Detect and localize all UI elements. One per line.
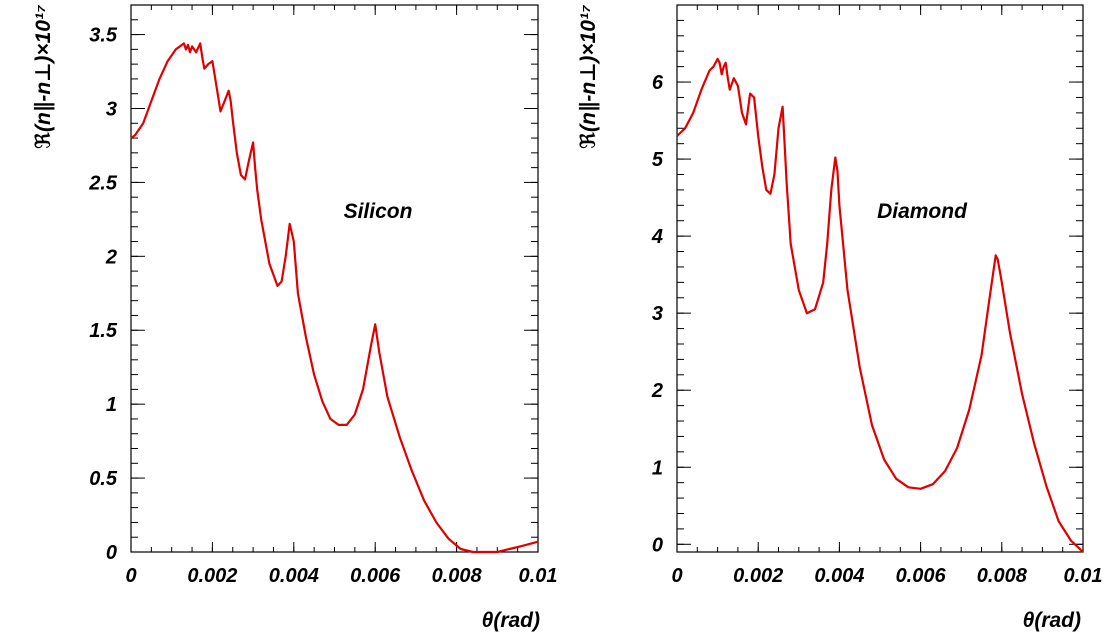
x-tick-label: 0.008 [432,565,483,587]
y-tick-label: 0 [106,542,117,564]
x-tick-label: 0.002 [187,565,237,587]
series-line [130,42,539,554]
x-tick-label: 0.01 [1064,565,1103,587]
y-tick-label: 3 [652,303,663,325]
y-tick-label: 1 [652,457,663,479]
silicon-panel: 0 0.002 0.004 0.006 0.008 0.01 0 0.5 1 1.5 2 2.5 3 3.… [32,4,557,632]
y-tick-label: 2.5 [88,172,118,194]
y-tick-label: 1 [106,394,117,416]
x-tick-label: 0.006 [896,565,947,587]
material-annotation: Diamond [877,200,968,223]
y-tick-label: 1.5 [89,320,118,342]
x-tick-label: 0.01 [519,565,558,587]
x-tick-label: 0.002 [733,565,783,587]
y-tick-label: 5 [652,149,664,171]
y-tick-label: 2 [105,246,117,268]
axis-ticks [676,4,1084,552]
plot-frame [130,4,539,553]
y-tick-label: 2 [651,380,663,402]
y-tick-label: 6 [652,72,664,94]
material-annotation: Silicon [344,200,413,223]
y-tick-label: 0.5 [89,468,118,490]
diamond-panel: 0 0.002 0.004 0.006 0.008 0.01 0 1 2 3 4 5 6 Diamond… [577,4,1103,632]
y-tick-label: 4 [651,226,663,248]
x-tick-label: 0.006 [350,565,401,587]
x-tick-label: 0.008 [977,565,1028,587]
axis-ticks [130,4,539,553]
x-axis-title: θ(rad) [1023,609,1081,632]
y-tick-label: 3 [106,98,117,120]
x-tick-label: 0 [125,565,136,587]
tick-labels: 0 0.002 0.004 0.006 0.008 0.01 0 1 2 3 4 5 6 [651,72,1103,587]
y-tick-label: 3.5 [89,25,118,47]
x-tick-label: 0 [671,565,682,587]
x-tick-label: 0.004 [269,565,319,587]
y-axis-title: ℜ(n∥-n⊥)×10¹⁷ [32,5,55,149]
series-line [676,57,1084,553]
y-axis-title: ℜ(n∥-n⊥)×10¹⁷ [577,5,600,149]
y-tick-label: 0 [652,534,663,556]
x-axis-title: θ(rad) [482,609,540,632]
x-tick-label: 0.004 [814,565,864,587]
tick-labels: 0 0.002 0.004 0.006 0.008 0.01 0 0.5 1 1.5 2 2.5 3 3.… [88,25,557,587]
